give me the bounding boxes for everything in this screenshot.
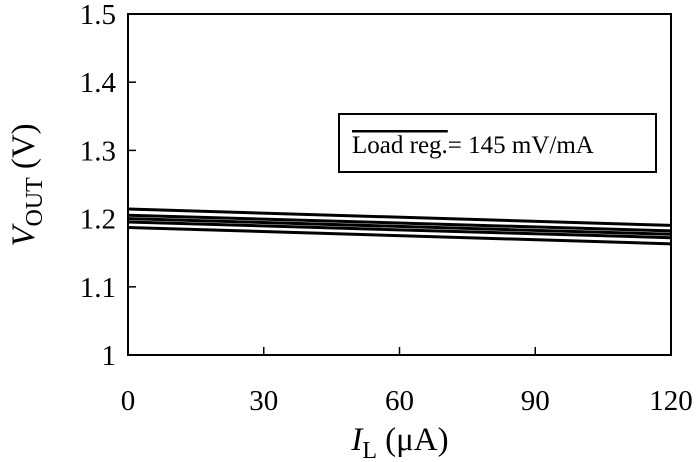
annotation-overlined: Load reg. — [352, 132, 448, 159]
y-tick-label: 1.3 — [80, 135, 116, 167]
x-tick-label: 60 — [385, 385, 414, 417]
y-tick-label: 1.4 — [80, 67, 117, 99]
y-label-unit: (V) — [6, 123, 42, 169]
y-label-symbol: V — [6, 223, 42, 247]
data-line — [127, 213, 672, 233]
x-axis-label: IL (μA) — [350, 422, 448, 462]
data-line — [127, 225, 672, 246]
data-line — [127, 220, 672, 240]
data-line — [127, 207, 672, 227]
y-tick-label: 1.2 — [80, 204, 116, 236]
data-line — [127, 217, 672, 236]
y-tick-label: 1.5 — [80, 0, 116, 31]
annotation-text: = 145 mV/mA — [448, 132, 594, 159]
y-tick-label: 1 — [102, 340, 117, 372]
y-tick-label: 1.1 — [80, 272, 116, 304]
x-tick-label: 120 — [649, 385, 693, 417]
x-label-unit: (μA) — [385, 422, 449, 458]
x-tick-label: 30 — [249, 385, 278, 417]
y-label-subscript: OUT — [22, 177, 48, 227]
x-tick-label: 90 — [521, 385, 550, 417]
y-axis-label: VOUT (V) — [6, 123, 48, 246]
x-label-subscript: L — [362, 438, 377, 462]
annotation: Load reg.= 145 mV/mA — [352, 132, 594, 159]
x-tick-label: 0 — [121, 385, 136, 417]
x-label-symbol: I — [350, 422, 364, 458]
annotation-box — [338, 113, 657, 173]
plot-frame — [127, 13, 672, 356]
